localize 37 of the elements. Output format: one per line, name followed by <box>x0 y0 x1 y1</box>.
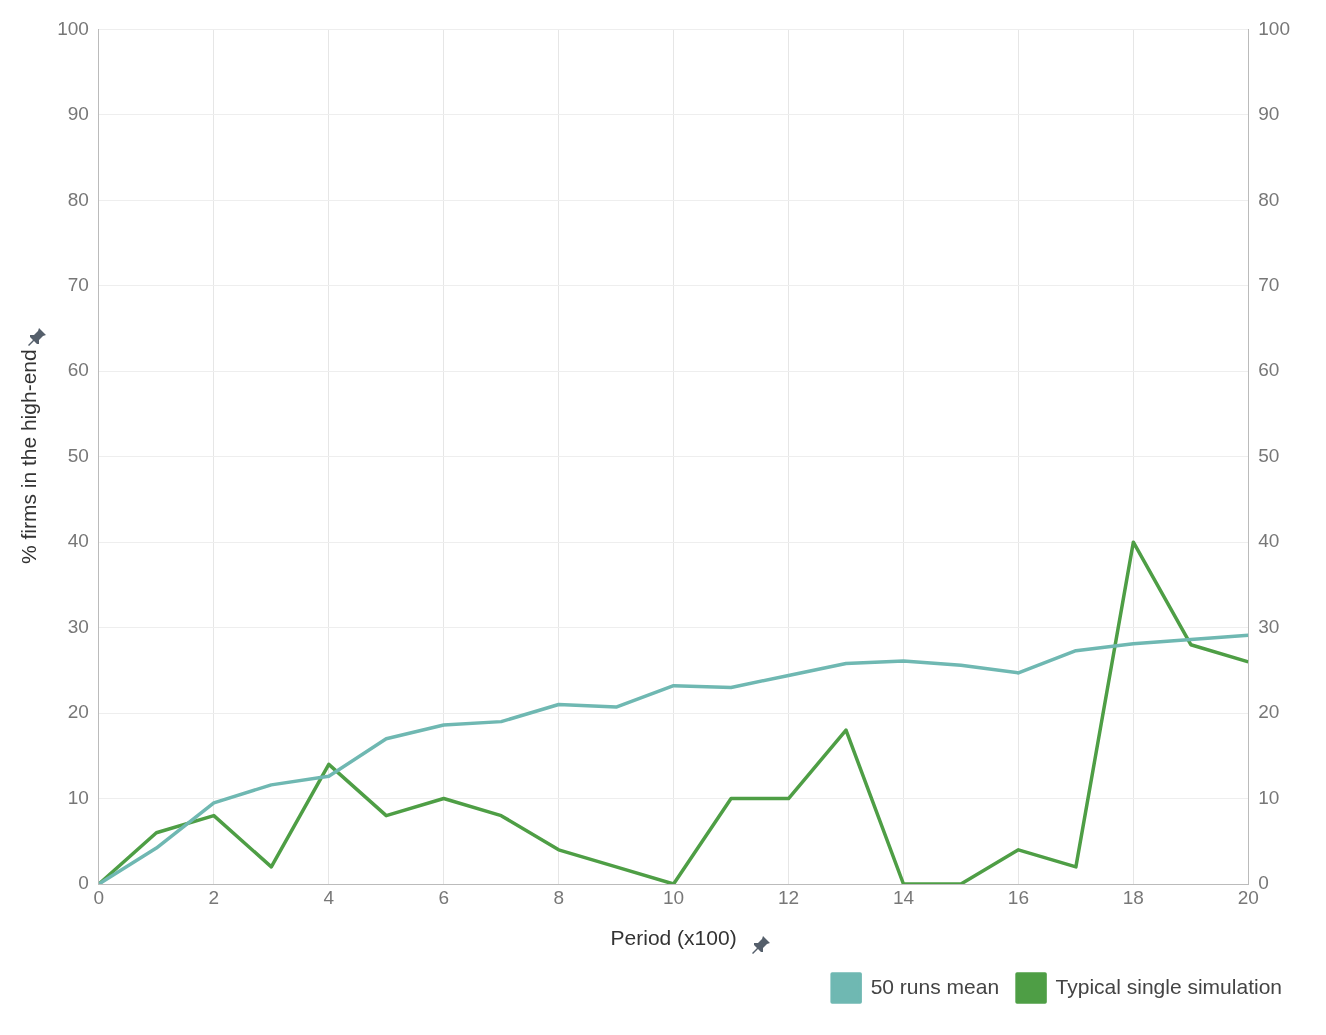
y2-tick-label: 40 <box>1258 530 1280 552</box>
legend-label: Typical single simulation <box>1055 974 1282 998</box>
y2-tick-label: 100 <box>1258 17 1290 39</box>
y-tick-label: 10 <box>67 786 89 808</box>
x-tick-label: 20 <box>1237 886 1259 908</box>
y-tick-label: 100 <box>57 17 89 39</box>
y-tick-label: 80 <box>67 188 89 210</box>
y-tick-label: 90 <box>67 103 89 125</box>
y2-tick-label: 0 <box>1258 872 1269 894</box>
x-tick-label: 10 <box>663 886 685 908</box>
x-tick-label: 4 <box>323 886 335 908</box>
x-tick-label: 18 <box>1122 886 1144 908</box>
x-tick-label: 8 <box>553 886 564 908</box>
y-axis-title: % firms in the high-end <box>17 349 41 565</box>
x-tick-label: 14 <box>892 886 915 908</box>
y2-tick-label: 70 <box>1258 274 1280 296</box>
y2-tick-label: 50 <box>1258 444 1280 466</box>
y-tick-label: 20 <box>67 701 89 723</box>
x-tick-label: 0 <box>93 886 105 908</box>
legend-label: 50 runs mean <box>870 974 1000 998</box>
x-tick-label: 16 <box>1007 886 1029 908</box>
y-tick-label: 40 <box>67 530 89 552</box>
y-tick-label: 70 <box>67 274 89 296</box>
y-tick-label: 50 <box>67 444 89 466</box>
y2-tick-label: 80 <box>1258 188 1280 210</box>
y2-tick-label: 30 <box>1258 615 1280 637</box>
x-tick-label: 12 <box>777 886 800 908</box>
x-axis-title: Period (x100) <box>610 926 737 950</box>
x-tick-label: 2 <box>208 886 220 908</box>
y2-tick-label: 90 <box>1258 103 1280 125</box>
y2-tick-label: 20 <box>1258 701 1280 723</box>
y-tick-label: 30 <box>67 615 89 637</box>
y2-tick-label: 10 <box>1258 786 1280 808</box>
y2-tick-label: 60 <box>1258 359 1280 381</box>
y-tick-label: 0 <box>78 872 89 894</box>
x-tick-label: 6 <box>438 886 450 908</box>
y-tick-label: 60 <box>67 359 89 381</box>
